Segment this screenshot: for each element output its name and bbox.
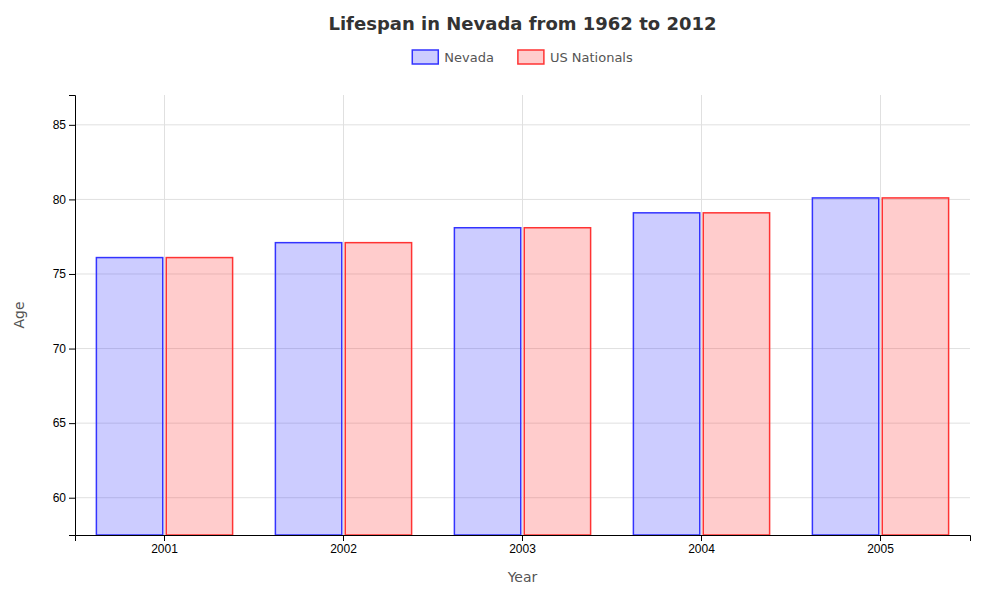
tick-mark xyxy=(69,274,75,275)
grid-line xyxy=(701,95,702,535)
bar xyxy=(882,198,948,535)
tick-mark xyxy=(164,535,165,541)
legend-label: US Nationals xyxy=(550,50,633,65)
tick: 65 xyxy=(53,416,75,430)
tick: 2002 xyxy=(330,535,357,556)
bar-series xyxy=(166,198,948,535)
tick: 85 xyxy=(53,118,75,132)
x-axis-title: Year xyxy=(507,569,538,585)
tick-label: 2003 xyxy=(509,542,536,556)
tick-label: 2005 xyxy=(867,542,894,556)
tick: 2005 xyxy=(867,535,894,556)
bar xyxy=(166,258,232,535)
bar xyxy=(703,213,769,535)
tick-mark xyxy=(69,498,75,499)
axis-line xyxy=(69,96,76,536)
title: Lifespan in Nevada from 1962 to 2012 xyxy=(328,13,716,34)
tick: 75 xyxy=(53,267,75,281)
bar xyxy=(454,228,520,535)
tick: 70 xyxy=(53,342,75,356)
grid xyxy=(75,95,970,535)
tick-label: 85 xyxy=(53,118,67,132)
bars xyxy=(96,198,948,535)
tick-mark xyxy=(69,199,75,200)
tick-mark xyxy=(522,535,523,541)
tick: 80 xyxy=(53,193,75,207)
legend-label: Nevada xyxy=(444,50,494,65)
bar xyxy=(812,198,878,535)
tick: 60 xyxy=(53,491,75,505)
bar-series xyxy=(96,198,878,535)
tick-mark xyxy=(69,423,75,424)
tick-mark xyxy=(69,349,75,350)
tick-label: 65 xyxy=(53,416,67,430)
legend-item: Nevada xyxy=(412,50,494,65)
bar xyxy=(524,228,590,535)
tick-label: 70 xyxy=(53,342,67,356)
grid-line xyxy=(880,95,881,535)
tick-mark xyxy=(701,535,702,541)
axis-line xyxy=(76,536,971,542)
bar xyxy=(345,243,411,535)
bar xyxy=(633,213,699,535)
tick-label: 2002 xyxy=(330,542,357,556)
tick: 2004 xyxy=(688,535,715,556)
tick-mark xyxy=(343,535,344,541)
tick-label: 75 xyxy=(53,267,67,281)
grid-line xyxy=(343,95,344,535)
tick-label: 60 xyxy=(53,491,67,505)
legend-swatch xyxy=(518,50,544,64)
legend: Nevada US Nationals xyxy=(412,50,633,65)
grid-line xyxy=(164,95,165,535)
y-axis-title: Age xyxy=(11,301,27,328)
grid-line xyxy=(522,95,523,535)
tick-mark xyxy=(880,535,881,541)
bar xyxy=(96,258,162,535)
chart: 60 65 70 75 80 85 2001 2002 2003 2004 2005 Lifespan… xyxy=(0,0,1000,600)
plot: 60 65 70 75 80 85 2001 2002 2003 2004 2005 xyxy=(53,95,971,556)
tick-mark xyxy=(69,125,75,126)
legend-item: US Nationals xyxy=(518,50,633,65)
tick-label: 80 xyxy=(53,193,67,207)
tick: 2003 xyxy=(509,535,536,556)
bar xyxy=(275,243,341,535)
y-axis: 60 65 70 75 80 85 xyxy=(53,96,76,536)
tick: 2001 xyxy=(151,535,178,556)
legend-swatch xyxy=(412,50,438,64)
tick-label: 2001 xyxy=(151,542,178,556)
x-axis: 2001 2002 2003 2004 2005 xyxy=(76,535,971,556)
tick-label: 2004 xyxy=(688,542,715,556)
